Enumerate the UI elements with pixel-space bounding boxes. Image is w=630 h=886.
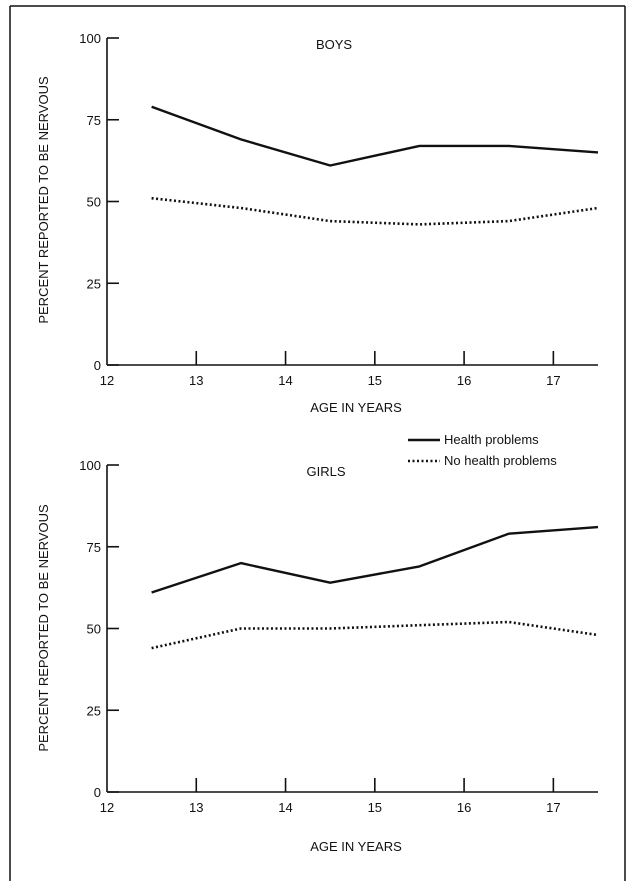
- legend-label-no-health-problems: No health problems: [444, 453, 557, 468]
- boys-y-tick-label: 75: [87, 113, 101, 128]
- boys-y-tick-label: 100: [79, 31, 101, 46]
- girls-y-tick-label: 0: [94, 785, 101, 800]
- legend: Health problems No health problems: [408, 432, 557, 468]
- girls-series-health-problems-line: [151, 525, 599, 594]
- boys-panel: 0 25 50 75 100 12 13 14 15 16 17 BOYS AGE IN YEARS…: [36, 31, 599, 415]
- boys-tick-labels: 0 25 50 75 100 12 13 14 15 16 17: [79, 31, 560, 388]
- boys-y-tick-label: 0: [94, 358, 101, 373]
- girls-series-lines: [151, 525, 599, 650]
- boys-x-tick-label: 16: [457, 373, 471, 388]
- boys-series-no-health-problems-line: [151, 196, 599, 226]
- boys-x-tick-label: 14: [278, 373, 292, 388]
- boys-x-tick-label: 17: [546, 373, 560, 388]
- girls-x-tick-label: 13: [189, 800, 203, 815]
- girls-x-axis-title: AGE IN YEARS: [310, 839, 402, 854]
- boys-y-axis-title: PERCENT REPORTED TO BE NERVOUS: [36, 76, 51, 324]
- boys-x-tick-label: 12: [100, 373, 114, 388]
- girls-y-tick-label: 100: [79, 458, 101, 473]
- girls-y-tick-label: 75: [87, 540, 101, 555]
- girls-axes: [106, 464, 598, 793]
- boys-x-axis-title: AGE IN YEARS: [310, 400, 402, 415]
- legend-label-health-problems: Health problems: [444, 432, 539, 447]
- boys-axes: [106, 37, 598, 366]
- girls-panel: 0 25 50 75 100 12 13 14 15 16 17 GIRLS AGE IN YEAR…: [36, 432, 599, 854]
- girls-x-tick-label: 17: [546, 800, 560, 815]
- girls-x-tick-label: 14: [278, 800, 292, 815]
- girls-x-tick-label: 16: [457, 800, 471, 815]
- boys-x-tick-label: 13: [189, 373, 203, 388]
- girls-y-axis-title: PERCENT REPORTED TO BE NERVOUS: [36, 504, 51, 752]
- girls-x-tick-label: 15: [368, 800, 382, 815]
- girls-x-tick-label: 12: [100, 800, 114, 815]
- boys-x-tick-label: 15: [368, 373, 382, 388]
- girls-y-tick-label: 50: [87, 622, 101, 637]
- girls-panel-title: GIRLS: [306, 464, 345, 479]
- boys-series-health-problems-line: [151, 105, 599, 167]
- boys-series-lines: [151, 105, 599, 226]
- boys-panel-title: BOYS: [316, 37, 352, 52]
- girls-series-no-health-problems-line: [151, 620, 599, 650]
- girls-tick-labels: 0 25 50 75 100 12 13 14 15 16 17: [79, 458, 560, 815]
- boys-y-tick-label: 50: [87, 195, 101, 210]
- boys-y-tick-label: 25: [87, 276, 101, 291]
- girls-y-tick-label: 25: [87, 703, 101, 718]
